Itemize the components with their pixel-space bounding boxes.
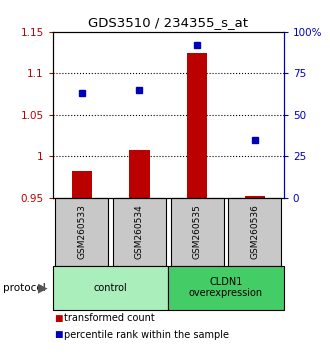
- Bar: [129, 150, 149, 198]
- Bar: [72, 171, 92, 198]
- Text: ■: ■: [54, 330, 63, 339]
- Text: GSM260535: GSM260535: [193, 204, 202, 259]
- Text: ■: ■: [54, 314, 63, 322]
- Text: CLDN1
overexpression: CLDN1 overexpression: [189, 277, 263, 298]
- Bar: [113, 198, 166, 266]
- Bar: [53, 266, 168, 310]
- Text: transformed count: transformed count: [64, 313, 155, 323]
- Text: GSM260534: GSM260534: [135, 204, 144, 259]
- Text: protocol: protocol: [3, 282, 46, 292]
- Text: percentile rank within the sample: percentile rank within the sample: [64, 330, 229, 340]
- Bar: [187, 53, 207, 198]
- Bar: [171, 198, 224, 266]
- Text: GSM260536: GSM260536: [250, 204, 259, 259]
- Text: GSM260533: GSM260533: [77, 204, 86, 259]
- Title: GDS3510 / 234355_s_at: GDS3510 / 234355_s_at: [88, 16, 248, 29]
- Text: ▶: ▶: [38, 281, 48, 294]
- Bar: [168, 266, 284, 310]
- Bar: [245, 196, 265, 198]
- Text: control: control: [94, 282, 127, 292]
- Bar: [55, 198, 108, 266]
- Bar: [228, 198, 281, 266]
